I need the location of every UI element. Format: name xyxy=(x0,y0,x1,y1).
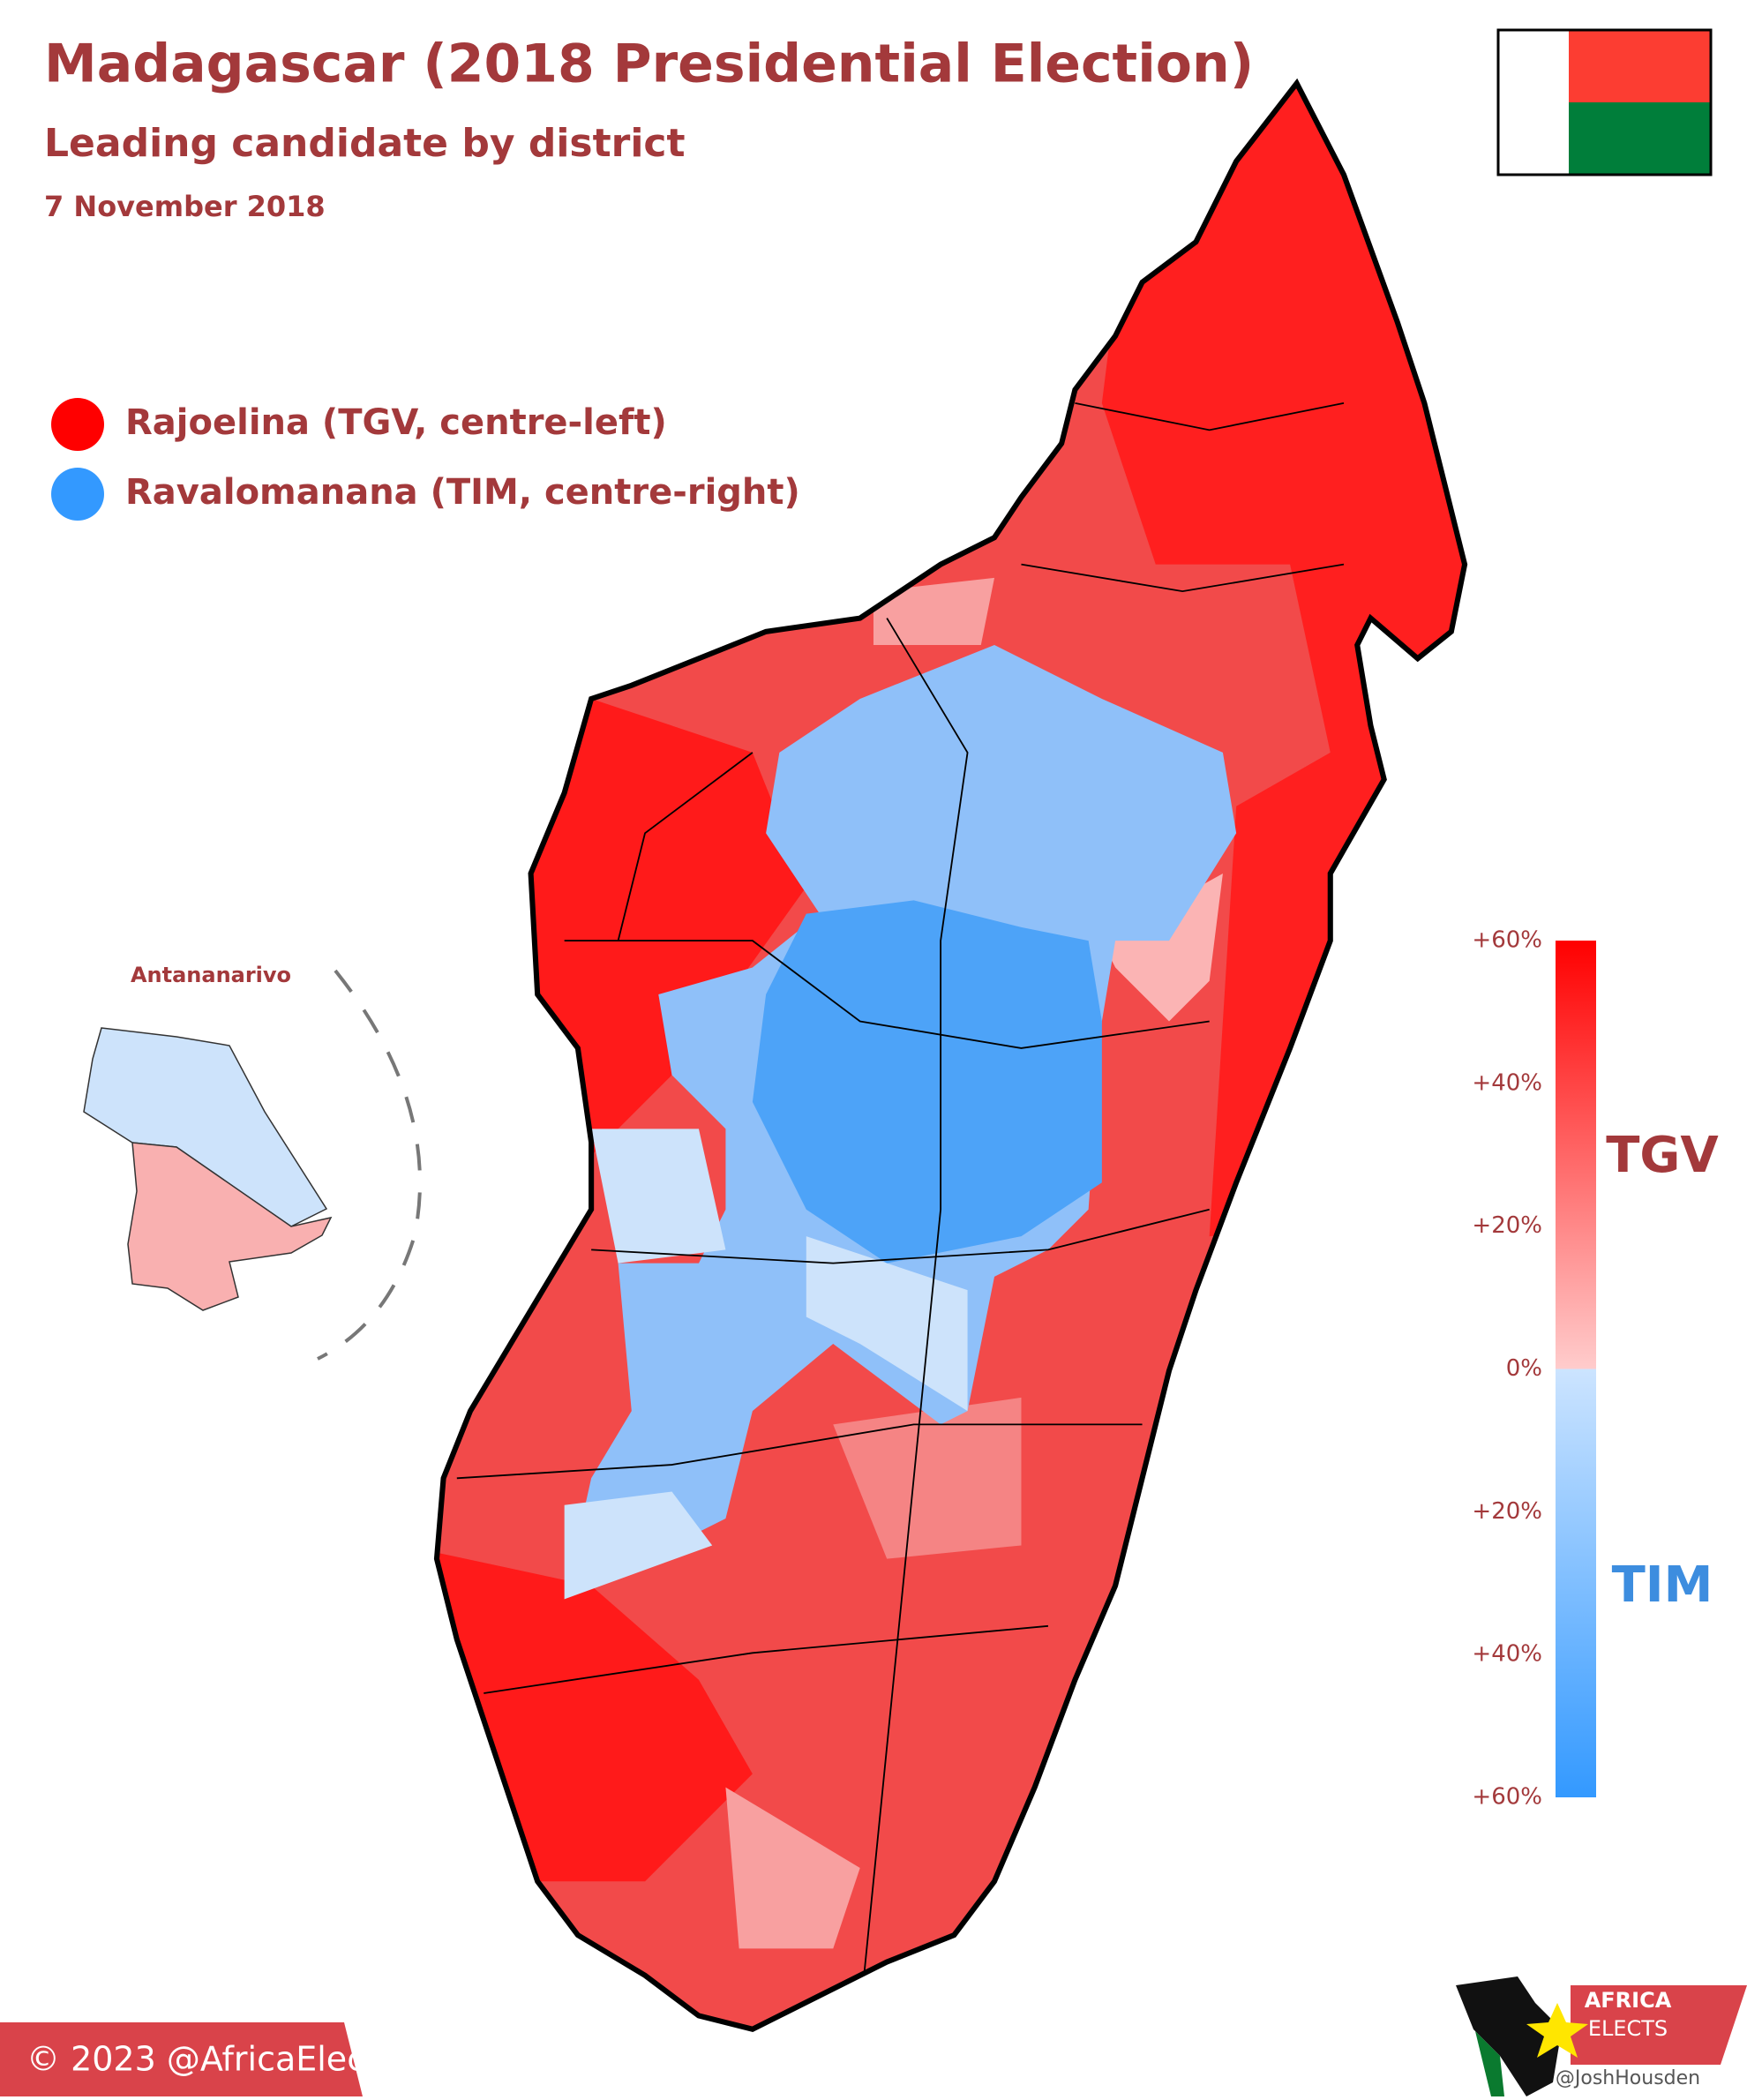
scale-tick-label: +20% xyxy=(1472,1498,1542,1525)
scale-lower-label: TIM xyxy=(1612,1556,1713,1614)
inset-label: Antananarivo xyxy=(131,963,291,987)
footer-band xyxy=(0,2022,363,2096)
map xyxy=(403,67,1505,2056)
scale-tick-label: +20% xyxy=(1472,1212,1542,1239)
logo: AFRICA ELECTS @JoshHousden xyxy=(1456,1976,1747,2096)
logo-line1: AFRICA xyxy=(1585,1988,1672,2013)
scale-tick-label: 0% xyxy=(1506,1355,1542,1382)
flag xyxy=(1496,28,1713,176)
scale-upper-label: TGV xyxy=(1606,1127,1719,1184)
scale-tick-label: +40% xyxy=(1472,1069,1542,1096)
title: Madagascar (2018 Presidential Election) xyxy=(44,34,1254,95)
legend-label: Rajoelina (TGV, centre-left) xyxy=(125,402,667,443)
inset-map xyxy=(83,969,422,1361)
legend-swatch xyxy=(51,398,104,451)
subtitle: Leading candidate by district xyxy=(44,121,686,166)
legend-label: Ravalomanana (TIM, centre-right) xyxy=(125,472,800,513)
logo-line2: ELECTS xyxy=(1588,2016,1668,2041)
date: 7 November 2018 xyxy=(44,190,326,223)
legend: Rajoelina (TGV, centre-left) Ravalomanana… xyxy=(51,398,800,521)
scale-tick-label: +60% xyxy=(1472,1784,1542,1811)
logo-author: @JoshHousden xyxy=(1556,2067,1700,2089)
scale-tick-label: +60% xyxy=(1472,927,1542,954)
color-scale xyxy=(1556,941,1596,1797)
scale-ticks: +60% +40% +20% 0% +20% +40% +60% xyxy=(1472,927,1542,1811)
scale-tick-label: +40% xyxy=(1472,1641,1542,1668)
footer-credit: © 2023 @AfricaElect xyxy=(26,2040,379,2079)
legend-swatch xyxy=(51,468,104,521)
